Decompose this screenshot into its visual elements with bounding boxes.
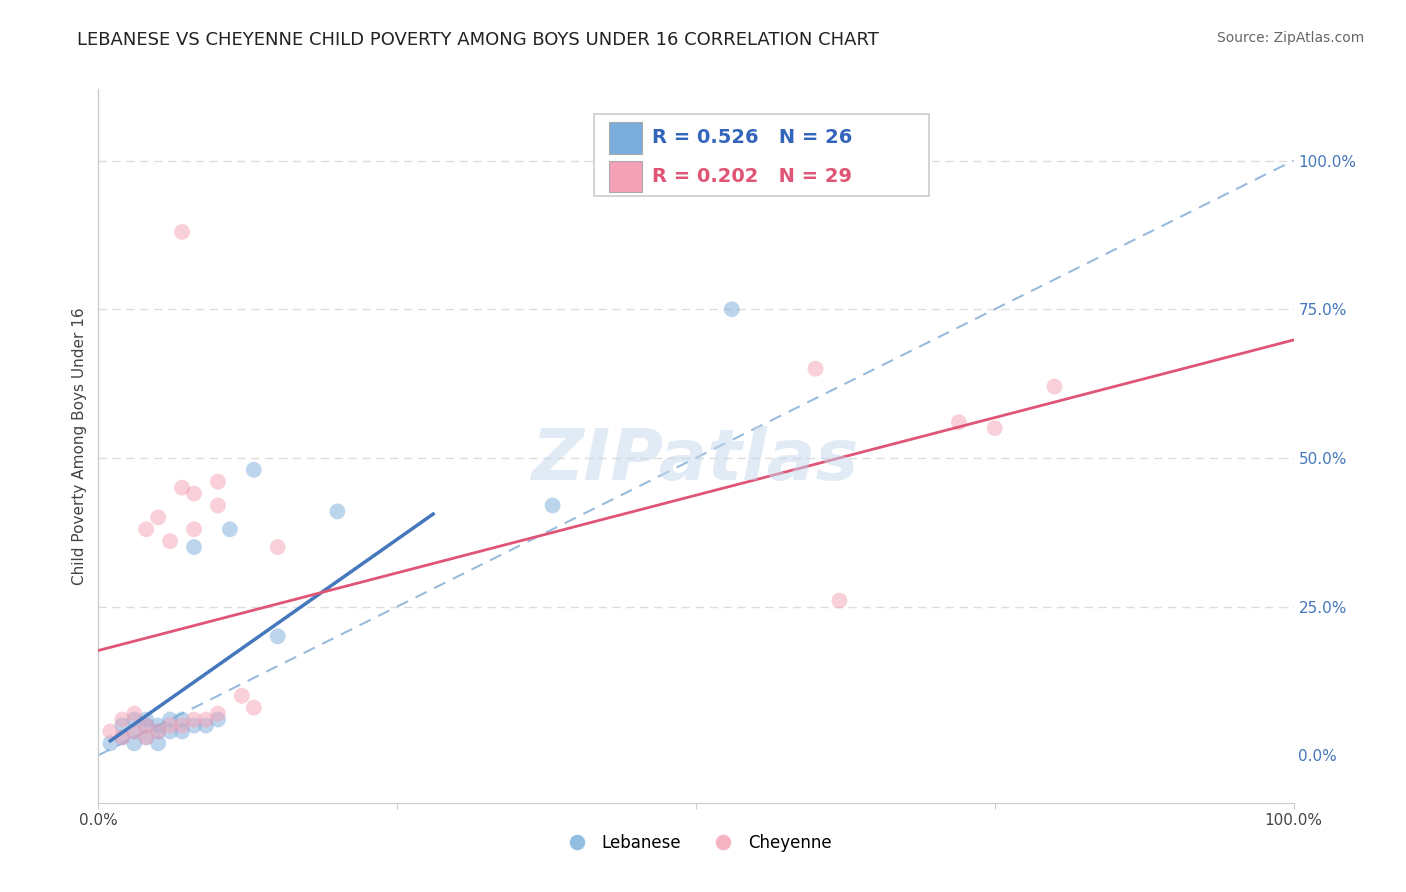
- Text: R = 0.202   N = 29: R = 0.202 N = 29: [652, 167, 852, 186]
- Point: [243, 463, 266, 477]
- Text: Source: ZipAtlas.com: Source: ZipAtlas.com: [1216, 31, 1364, 45]
- Point: [148, 724, 170, 739]
- Point: [159, 713, 181, 727]
- Legend: Lebanese, Cheyenne: Lebanese, Cheyenne: [554, 828, 838, 859]
- Point: [541, 499, 564, 513]
- Point: [124, 706, 146, 721]
- Point: [172, 481, 194, 495]
- Point: [172, 713, 194, 727]
- Point: [135, 522, 157, 536]
- Point: [172, 225, 194, 239]
- Point: [135, 713, 157, 727]
- Point: [721, 302, 744, 317]
- Point: [183, 522, 205, 536]
- Point: [135, 731, 157, 745]
- Point: [183, 540, 205, 554]
- Point: [984, 421, 1007, 435]
- FancyBboxPatch shape: [609, 161, 643, 192]
- Point: [148, 510, 170, 524]
- Point: [111, 718, 134, 732]
- Point: [267, 629, 290, 643]
- Point: [159, 724, 181, 739]
- Point: [135, 718, 157, 732]
- Point: [111, 731, 134, 745]
- Text: R = 0.526   N = 26: R = 0.526 N = 26: [652, 128, 852, 147]
- Point: [135, 731, 157, 745]
- Point: [98, 736, 122, 750]
- Point: [183, 718, 205, 732]
- Point: [948, 415, 970, 429]
- Point: [828, 593, 851, 607]
- Y-axis label: Child Poverty Among Boys Under 16: Child Poverty Among Boys Under 16: [72, 307, 87, 585]
- Point: [267, 540, 290, 554]
- Point: [98, 724, 122, 739]
- Point: [111, 731, 134, 745]
- Point: [159, 718, 181, 732]
- Point: [124, 736, 146, 750]
- Point: [219, 522, 242, 536]
- Point: [1043, 379, 1066, 393]
- Point: [172, 718, 194, 732]
- Point: [124, 724, 146, 739]
- FancyBboxPatch shape: [595, 114, 929, 196]
- Point: [148, 724, 170, 739]
- FancyBboxPatch shape: [609, 122, 643, 153]
- Point: [183, 713, 205, 727]
- Point: [148, 718, 170, 732]
- Point: [135, 718, 157, 732]
- Point: [207, 499, 229, 513]
- Point: [159, 534, 181, 549]
- Point: [111, 713, 134, 727]
- Point: [148, 736, 170, 750]
- Point: [124, 713, 146, 727]
- Text: ZIPatlas: ZIPatlas: [533, 425, 859, 495]
- Point: [207, 713, 229, 727]
- Point: [124, 724, 146, 739]
- Point: [231, 689, 253, 703]
- Point: [195, 713, 218, 727]
- Point: [172, 724, 194, 739]
- Text: LEBANESE VS CHEYENNE CHILD POVERTY AMONG BOYS UNDER 16 CORRELATION CHART: LEBANESE VS CHEYENNE CHILD POVERTY AMONG…: [77, 31, 879, 49]
- Point: [207, 706, 229, 721]
- Point: [243, 700, 266, 714]
- Point: [183, 486, 205, 500]
- Point: [207, 475, 229, 489]
- Point: [326, 504, 349, 518]
- Point: [195, 718, 218, 732]
- Point: [804, 361, 827, 376]
